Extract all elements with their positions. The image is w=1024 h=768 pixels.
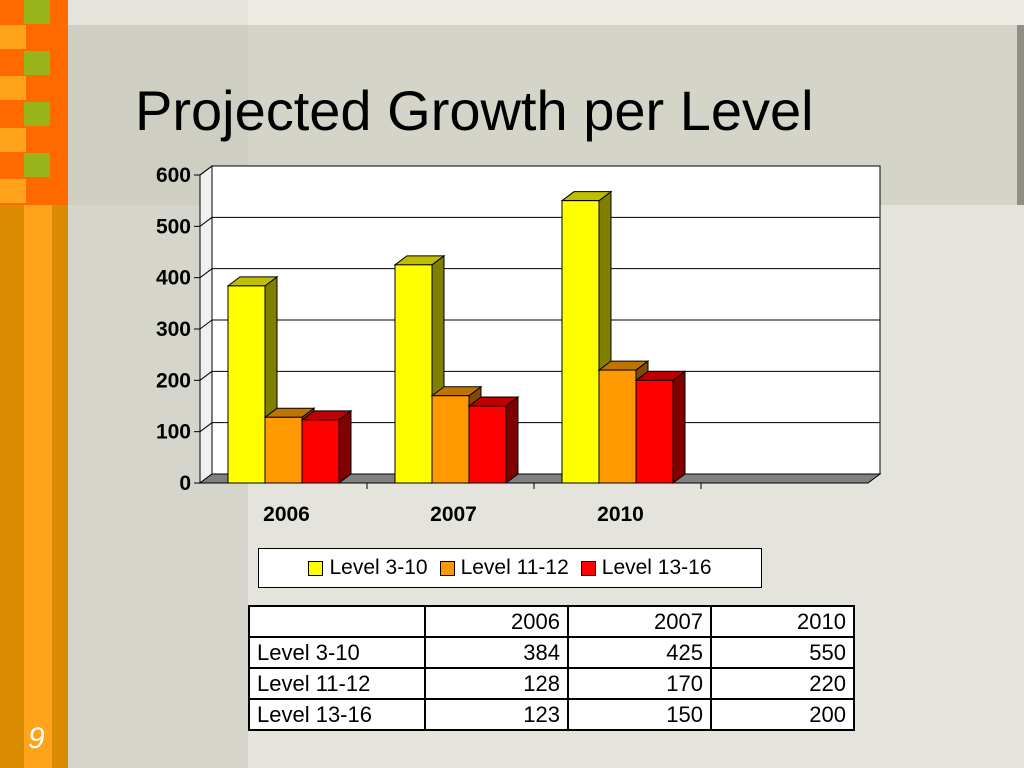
table-cell: 220 — [710, 667, 855, 700]
right-edge-decor — [1017, 25, 1024, 205]
table-cell: 384 — [424, 636, 569, 669]
y-tick-label: 100 — [156, 421, 191, 444]
table-header-cell: 2006 — [424, 605, 569, 638]
table-header-cell: 2010 — [710, 605, 855, 638]
bar — [431, 395, 470, 484]
bar — [635, 379, 674, 484]
table-header-row: 2006 2007 2010 — [248, 605, 855, 638]
data-table: 2006 2007 2010 Level 3-10 384 425 550 Le… — [248, 605, 855, 731]
x-tick-label: 2010 — [597, 503, 644, 526]
x-tick-label: 2006 — [263, 503, 310, 526]
bar-side — [338, 409, 352, 484]
bar — [598, 369, 637, 484]
table-row: Level 13-16 123 150 200 — [248, 698, 855, 731]
legend-item-level-11-12: Level 11-12 — [439, 556, 569, 580]
slide-title: Projected Growth per Level — [135, 79, 814, 142]
top-decor-strip — [248, 0, 1024, 25]
table-cell: 123 — [424, 698, 569, 731]
legend-label-level-13-16: Level 13-16 — [601, 556, 712, 579]
y-tick-label: 600 — [156, 164, 191, 187]
table-cell: 170 — [567, 667, 712, 700]
y-tick-label: 0 — [179, 472, 191, 495]
table-cell: 550 — [710, 636, 855, 669]
gridline-side — [199, 422, 213, 433]
x-tick-label: 2007 — [430, 503, 477, 526]
gridline-side — [199, 319, 213, 330]
table-cell: 128 — [424, 667, 569, 700]
bar — [227, 285, 266, 484]
legend-item-level-13-16: Level 13-16 — [580, 556, 712, 580]
y-tick-label: 300 — [156, 318, 191, 341]
bar — [468, 405, 507, 484]
page-number: 9 — [28, 722, 45, 755]
gridline-side — [199, 268, 213, 279]
legend-swatch-level-3-10 — [308, 560, 324, 576]
table-header-cell — [248, 605, 426, 638]
bar — [301, 419, 340, 484]
table-cell: Level 11-12 — [248, 667, 426, 700]
bar-side — [505, 396, 519, 484]
table-cell: Level 13-16 — [248, 698, 426, 731]
y-tick-label: 400 — [156, 267, 191, 290]
gridline-side — [199, 370, 213, 381]
table-row: Level 3-10 384 425 550 — [248, 636, 855, 669]
bar — [264, 416, 303, 484]
legend-item-level-3-10: Level 3-10 — [308, 556, 428, 580]
table-cell: 425 — [567, 636, 712, 669]
y-tick-label: 200 — [156, 369, 191, 392]
gridline-side — [199, 216, 213, 227]
gridline-side — [199, 165, 213, 176]
chart-legend: Level 3-10 Level 11-12 Level 13-16 — [258, 548, 762, 588]
legend-swatch-level-13-16 — [580, 560, 596, 576]
corner-checker-decor — [0, 0, 68, 205]
bar — [394, 264, 433, 484]
table-cell: Level 3-10 — [248, 636, 426, 669]
legend-label-level-11-12: Level 11-12 — [460, 556, 569, 579]
table-cell: 200 — [710, 698, 855, 731]
bar-chart: 0 100 200 300 400 500 600 2006 2007 2010 — [156, 164, 882, 526]
y-tick-label: 500 — [156, 215, 191, 238]
table-cell: 150 — [567, 698, 712, 731]
legend-label-level-3-10: Level 3-10 — [329, 556, 428, 579]
legend-swatch-level-11-12 — [439, 560, 455, 576]
table-header-cell: 2007 — [567, 605, 712, 638]
bar — [561, 200, 600, 484]
bar-side — [672, 370, 686, 484]
table-row: Level 11-12 128 170 220 — [248, 667, 855, 700]
